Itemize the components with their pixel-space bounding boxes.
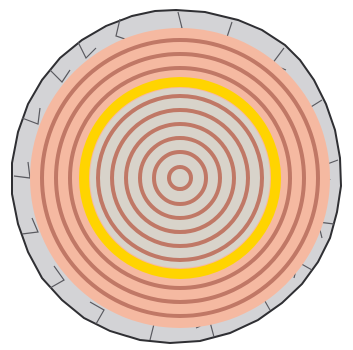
growth-ring	[96, 94, 264, 262]
yellow-ring-band	[79, 77, 281, 279]
growth-ring	[68, 66, 292, 290]
heartwood-disc	[90, 88, 270, 268]
bark-crack	[49, 265, 65, 289]
bark-crack	[21, 107, 41, 125]
inner-growth-rings	[96, 94, 264, 262]
bark-crack	[115, 18, 129, 41]
growth-ring	[124, 122, 236, 234]
bark-crack	[77, 41, 97, 60]
bark-crack	[21, 217, 39, 235]
pith-ring	[167, 165, 193, 191]
bark-crack	[49, 69, 71, 83]
growth-ring	[54, 52, 306, 304]
outer-growth-rings	[40, 38, 320, 318]
bark-crack	[89, 301, 105, 325]
growth-ring	[138, 136, 222, 220]
growth-ring	[152, 150, 208, 206]
growth-ring	[40, 38, 320, 318]
growth-ring	[110, 108, 250, 248]
